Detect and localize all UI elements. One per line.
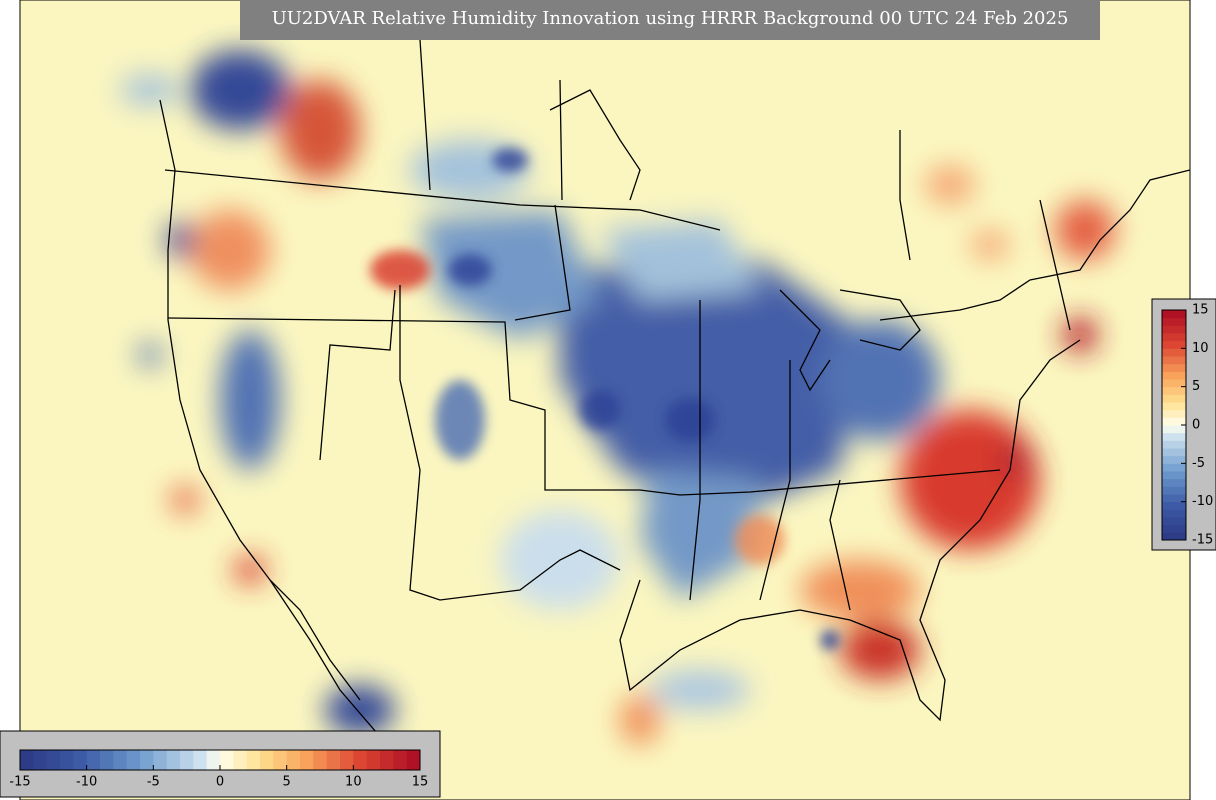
map-title: UU2DVAR Relative Humidity Innovation usi… — [272, 8, 1069, 29]
colorbar-step — [1162, 448, 1186, 457]
colorbar-step — [326, 750, 341, 770]
colorbar-step — [180, 750, 194, 770]
colorbar-step — [1162, 486, 1186, 495]
colorbar-step — [1162, 325, 1186, 334]
colorbar-step — [1162, 394, 1186, 403]
map — [20, 0, 1190, 800]
colorbar-step — [153, 750, 168, 770]
colorbar-tick-label: 10 — [345, 775, 362, 790]
colorbar-step — [113, 750, 128, 770]
colorbar-step — [46, 750, 61, 770]
colorbar-tick-label: 10 — [1192, 341, 1209, 356]
colorbar-step — [273, 750, 288, 770]
colorbar-tick-label: 0 — [216, 775, 224, 790]
colorbar-step — [1162, 317, 1186, 326]
colorbar-step — [1162, 348, 1186, 357]
colorbar-step — [20, 750, 34, 770]
colorbar-step — [193, 750, 208, 770]
colorbar-step — [1162, 425, 1186, 434]
colorbar-step — [140, 750, 154, 770]
colorbar-step — [1162, 402, 1186, 411]
colorbar-step — [1162, 386, 1186, 395]
colorbar-step — [1162, 371, 1186, 380]
colorbar-step — [1162, 356, 1186, 365]
colorbar-tick-label: -5 — [147, 775, 160, 790]
colorbar-step — [340, 750, 354, 770]
colorbar-step — [380, 750, 394, 770]
colorbar-step — [393, 750, 408, 770]
colorbar-step — [1162, 524, 1186, 533]
colorbar-step — [60, 750, 74, 770]
colorbar-step — [1162, 455, 1186, 464]
colorbar-step — [73, 750, 88, 770]
colorbar-tick-label: -15 — [1192, 533, 1213, 548]
colorbar-step — [33, 750, 48, 770]
colorbar-step — [313, 750, 328, 770]
colorbar-tick-label: 15 — [1192, 303, 1209, 318]
colorbar-step — [220, 750, 234, 770]
colorbar-step — [206, 750, 221, 770]
colorbar-tick-label: 5 — [283, 775, 291, 790]
colorbar-step — [126, 750, 141, 770]
colorbar-step — [406, 750, 421, 770]
colorbar-step — [1162, 501, 1186, 510]
colorbar-tick-label: -10 — [1192, 494, 1213, 509]
colorbar-step — [1162, 417, 1186, 426]
colorbar-step — [1162, 532, 1186, 541]
colorbar-step — [100, 750, 114, 770]
colorbar-step — [1162, 494, 1186, 503]
colorbar-step — [1162, 440, 1186, 449]
colorbar-step — [1162, 463, 1186, 472]
colorbar-step — [1162, 409, 1186, 418]
colorbar-step — [1162, 478, 1186, 487]
colorbar-step — [1162, 310, 1186, 319]
colorbar-step — [1162, 379, 1186, 388]
colorbar-tick-label: 5 — [1192, 379, 1200, 394]
colorbar-tick-label: -15 — [9, 775, 30, 790]
title-box — [240, 0, 1100, 40]
colorbar-tick-label: 0 — [1192, 418, 1200, 433]
colorbar-step — [260, 750, 274, 770]
colorbar-step — [1162, 471, 1186, 480]
colorbar-step — [233, 750, 248, 770]
colorbar-step — [86, 750, 101, 770]
colorbar-step — [300, 750, 314, 770]
colorbar-tick-label: -10 — [76, 775, 97, 790]
colorbar-step — [166, 750, 181, 770]
colorbar-step — [353, 750, 368, 770]
colorbar-step — [1162, 509, 1186, 518]
colorbar-tick-label: 15 — [412, 775, 429, 790]
colorbar-step — [286, 750, 301, 770]
colorbars: 15 10 5 0 -5 -10 -15 -15 -10 -5 0 5 10 15 — [9, 303, 1213, 790]
colorbar-step — [246, 750, 261, 770]
colorbar-step — [1162, 333, 1186, 342]
colorbar-step — [1162, 432, 1186, 441]
colorbar-step — [366, 750, 381, 770]
colorbar-step — [1162, 363, 1186, 372]
colorbar-step — [1162, 517, 1186, 526]
colorbar-tick-label: -5 — [1192, 456, 1205, 471]
colorbar-step — [1162, 340, 1186, 349]
